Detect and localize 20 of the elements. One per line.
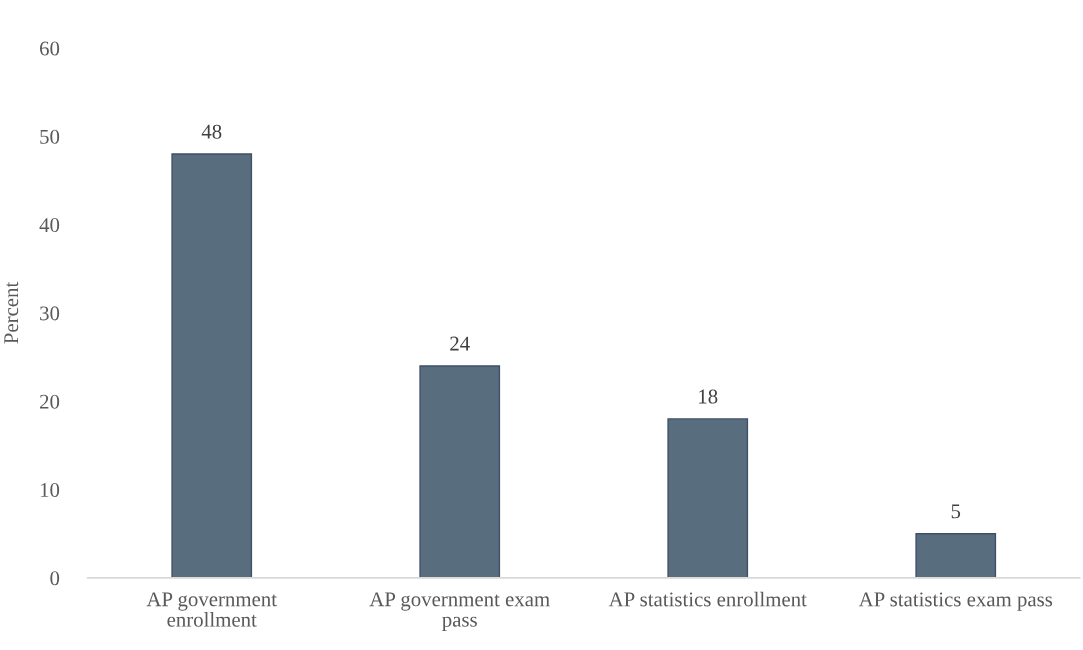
- y-tick-label: 50: [40, 129, 60, 144]
- data-label: 18: [699, 389, 718, 404]
- data-label: 48: [201, 124, 222, 139]
- data-label: 24: [450, 336, 470, 351]
- x-tick-label: AP statistics exam pass: [858, 592, 1053, 611]
- bar: [915, 533, 997, 578]
- bar: [667, 418, 749, 578]
- x-tick-label: AP statistics enrollment: [608, 591, 807, 607]
- y-axis-title: Percent: [4, 281, 19, 344]
- bar: [419, 365, 501, 578]
- bar: [171, 153, 253, 578]
- y-tick-label: 30: [40, 306, 60, 321]
- data-label: 5: [951, 504, 961, 519]
- y-tick-label: 10: [40, 482, 60, 497]
- x-tick-label: AP government enrollment: [146, 592, 277, 627]
- x-tick-label: AP government exam pass: [369, 592, 550, 631]
- y-tick-label: 0: [50, 571, 60, 586]
- y-tick-label: 20: [40, 394, 60, 409]
- y-tick-label: 60: [40, 41, 60, 56]
- y-tick-label: 40: [39, 218, 60, 233]
